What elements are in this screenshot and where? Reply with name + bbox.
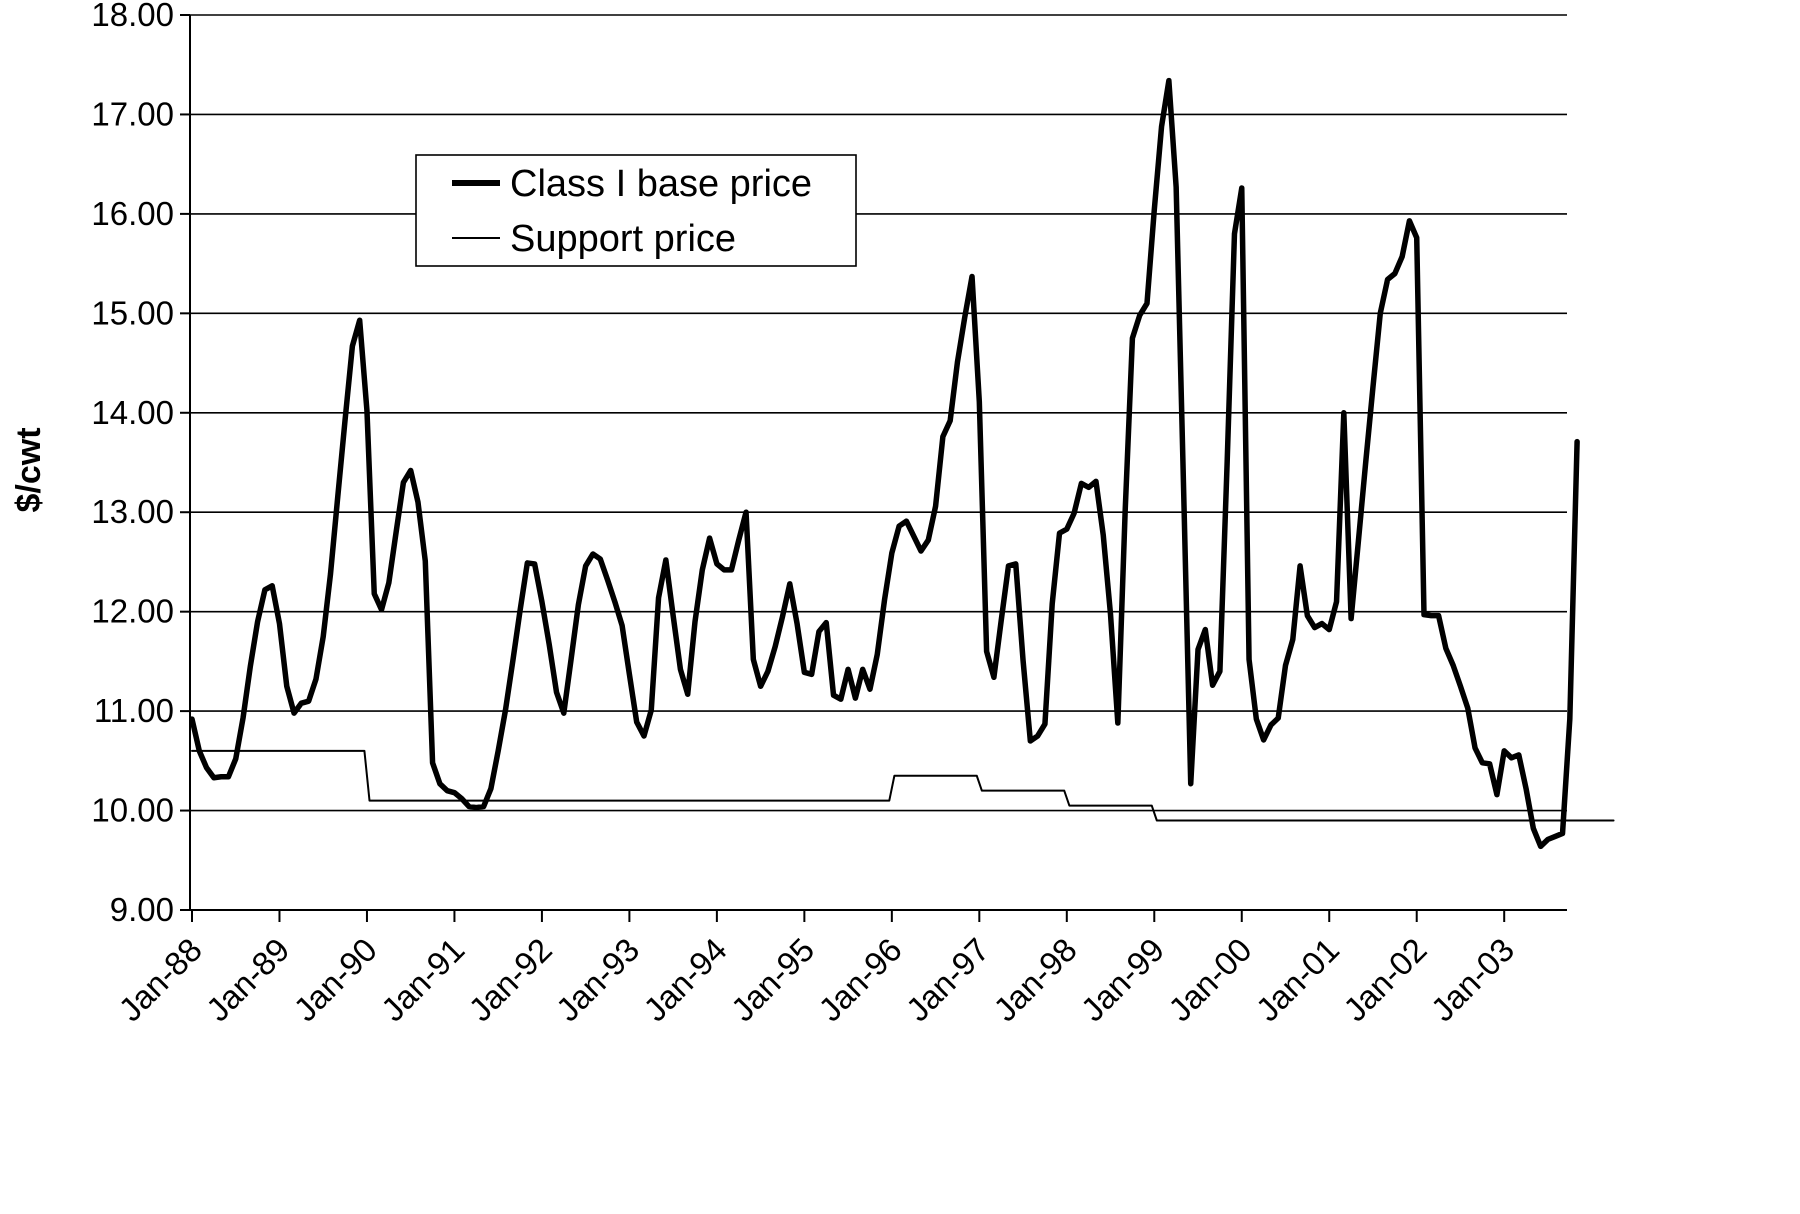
- legend-label: Class I base price: [510, 163, 812, 205]
- y-tick-label: 12.00: [91, 593, 174, 630]
- x-tick-label: Jan-95: [724, 931, 822, 1029]
- y-tick-label: 17.00: [91, 95, 174, 132]
- x-tick-label: Jan-02: [1336, 931, 1434, 1029]
- x-tick-label: Jan-96: [811, 931, 909, 1029]
- x-tick-label: Jan-03: [1424, 931, 1522, 1029]
- x-tick-labels: Jan-88Jan-89Jan-90Jan-91Jan-92Jan-93Jan-…: [111, 931, 1521, 1029]
- y-tick-label: 14.00: [91, 394, 174, 431]
- series-line-class-i-base-price: [189, 77, 1580, 850]
- legend-label: Support price: [510, 218, 736, 260]
- y-tick-label: 18.00: [91, 0, 174, 33]
- y-tick-label: 16.00: [91, 195, 174, 232]
- x-tick-label: Jan-99: [1074, 931, 1172, 1029]
- legend: Class I base price Support price: [415, 154, 857, 267]
- x-tick-label: Jan-91: [374, 931, 472, 1029]
- x-tick-label: Jan-93: [549, 931, 647, 1029]
- x-tick-label: Jan-90: [286, 931, 384, 1029]
- y-tick-labels: 9.00 10.00 11.00 12.00 13.00 14.00 15.00 16.00 1…: [91, 0, 174, 928]
- gridlines: [190, 14, 1567, 812]
- y-tick-label: 10.00: [91, 792, 174, 829]
- y-tick-label: 15.00: [91, 294, 174, 331]
- series-line-support-price: [191, 749, 1615, 822]
- x-tick-label: Jan-98: [986, 931, 1084, 1029]
- x-tick-label: Jan-01: [1249, 931, 1347, 1029]
- axes: [180, 14, 1567, 922]
- x-tick-label: Jan-94: [636, 931, 734, 1029]
- legend-box: [415, 154, 857, 267]
- x-tick-label: Jan-88: [111, 931, 209, 1029]
- x-tick-label: Jan-92: [461, 931, 559, 1029]
- y-tick-label: 9.00: [110, 891, 174, 928]
- x-tick-label: Jan-89: [199, 931, 297, 1029]
- y-tick-label: 11.00: [94, 692, 174, 729]
- x-tick-label: Jan-00: [1161, 931, 1259, 1029]
- series-layer: [189, 77, 1615, 850]
- y-axis-title: $/cwt: [10, 427, 48, 512]
- y-tick-label: 13.00: [91, 493, 174, 530]
- x-tick-label: Jan-97: [899, 931, 997, 1029]
